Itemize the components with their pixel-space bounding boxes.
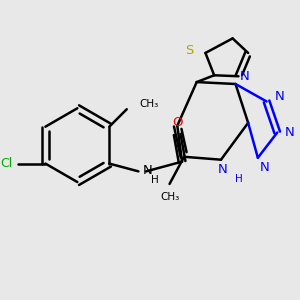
Text: N: N — [218, 163, 228, 176]
Text: N: N — [260, 161, 269, 174]
Text: N: N — [142, 164, 152, 177]
Text: CH₃: CH₃ — [140, 99, 159, 110]
Text: H: H — [235, 174, 242, 184]
Text: S: S — [185, 44, 194, 56]
Text: CH₃: CH₃ — [160, 192, 179, 202]
Text: H: H — [151, 175, 159, 185]
Text: N: N — [285, 126, 295, 139]
Text: O: O — [172, 116, 182, 129]
Text: N: N — [239, 70, 249, 83]
Text: N: N — [274, 90, 284, 103]
Text: Cl: Cl — [1, 157, 13, 170]
